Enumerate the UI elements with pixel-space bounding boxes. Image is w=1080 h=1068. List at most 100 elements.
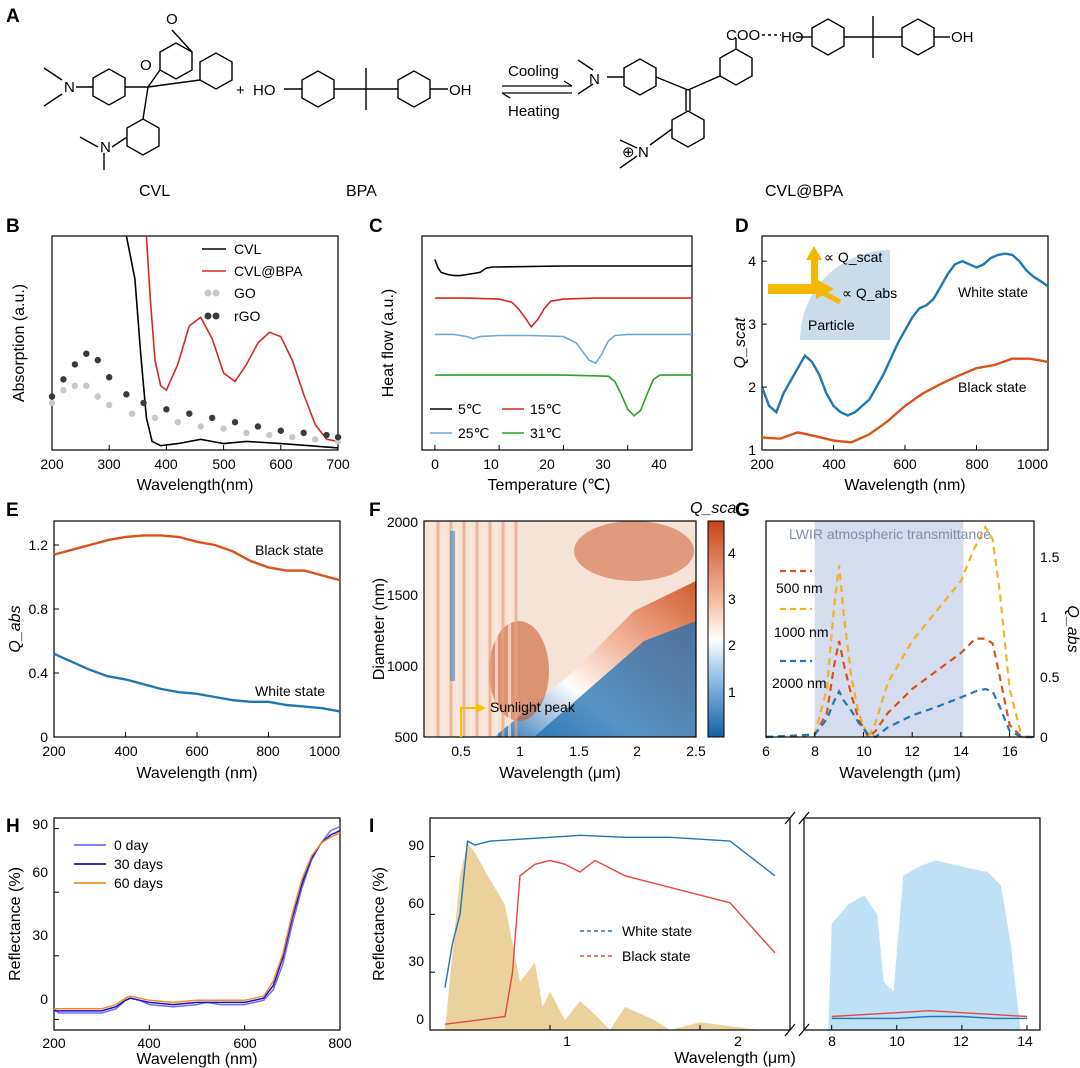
tick-g-1: 8: [811, 743, 819, 759]
legend-c-15: 15℃: [530, 401, 561, 417]
point-rgo: [186, 410, 193, 417]
legend-i: White state Black state: [580, 923, 692, 964]
heatmap-stripe: [456, 521, 459, 737]
point-rgo: [208, 414, 216, 422]
arrow-cooling: Cooling: [508, 63, 559, 80]
bpa-structure: [284, 68, 448, 110]
tick-h-0: 200: [42, 1035, 66, 1051]
legend-c-25: 25℃: [458, 425, 489, 441]
ytick-d-2: 3: [748, 316, 756, 332]
heatmap-stripe: [462, 521, 466, 737]
cvlbpa-ho: HO: [781, 29, 804, 46]
legend-g-500: 500 nm: [776, 580, 823, 596]
ylabel-g: Q_abs: [1064, 605, 1080, 652]
cbar-tick-2: 2: [728, 637, 736, 653]
point-rgo: [254, 423, 262, 430]
tick-c-3: 30: [595, 456, 611, 472]
point-go: [48, 399, 56, 407]
tick-c-4: 40: [651, 456, 667, 472]
heatmap-stripe: [443, 521, 446, 737]
point-go: [71, 382, 79, 389]
tick-f-3: 2: [633, 743, 641, 759]
legend-c: 5℃ 15℃ 25℃ 31℃: [430, 401, 561, 441]
name-cvlbpa: CVL@BPA: [765, 183, 844, 200]
ytick-d-3: 4: [748, 253, 756, 269]
cvlbpa-n1: N: [589, 71, 600, 88]
panel-e: E 200 400 600 800 1000 0 0.4 0.8 1.2 Wav…: [6, 500, 341, 782]
point-go: [151, 414, 159, 422]
ytick-f-2: 1500: [387, 587, 418, 603]
ytick-e-0: 0: [40, 729, 48, 745]
tick-c-1: 10: [483, 456, 499, 472]
label-black-e: Black state: [255, 542, 324, 558]
xlabel-i: Wavelength (μm): [674, 1050, 796, 1067]
sunlight-arrow: [460, 707, 478, 737]
point-rgo: [123, 391, 130, 398]
tick-g-4: 14: [953, 743, 969, 759]
point-rgo: [60, 376, 67, 383]
ytick-d-1: 2: [748, 379, 756, 395]
tick-e-2: 600: [185, 743, 209, 759]
tick-g-0: 6: [762, 743, 770, 759]
series-h-0: [53, 825, 341, 1014]
tick-d-0: 200: [750, 456, 774, 472]
heatmap-stripe: [508, 521, 511, 737]
ytick-g-0: 0: [1040, 729, 1048, 745]
ytick-g-3: 1.5: [1040, 549, 1060, 565]
series-c-0: [434, 259, 692, 277]
panel-i: I 1 2 8 10 12 14 0 30 60 90 Wavelength (…: [369, 808, 1041, 1067]
particle-shape: [800, 250, 890, 340]
name-cvl: CVL: [139, 183, 170, 200]
point-go: [311, 436, 319, 443]
ytick-g-2: 1: [1040, 609, 1048, 625]
tick-f-4: 2.5: [686, 743, 706, 759]
equilibrium-arrows: [501, 80, 573, 99]
legend-b-rgo: rGO: [234, 308, 261, 324]
ylabel-c: Heat flow (a.u.): [380, 289, 397, 397]
panel-label-d: D: [735, 216, 749, 237]
heatmap-stripe: [495, 521, 498, 737]
tick-g-5: 16: [1002, 743, 1018, 759]
bpa-oh: OH: [449, 82, 472, 99]
cvl-n2: N: [100, 139, 111, 156]
legend-h-0: 0 day: [114, 837, 148, 853]
tick-b-1: 300: [97, 456, 121, 472]
series-c-1: [434, 297, 692, 329]
tick-b-2: 400: [154, 456, 178, 472]
series-e-0: [53, 534, 341, 582]
legend-h-30: 30 days: [114, 856, 163, 872]
point-go: [266, 431, 273, 439]
cbar-tick-3: 3: [728, 591, 736, 607]
point-rgo: [323, 431, 330, 439]
plot-area-h: [53, 825, 341, 1030]
xlabel-f: Wavelength (μm): [499, 765, 621, 782]
series-d-1: [761, 357, 1049, 444]
legend-b: CVL CVL@BPA GO rGO: [202, 241, 303, 324]
series-g-2: [765, 687, 1034, 739]
point-go: [128, 410, 136, 417]
series-g-1: [765, 524, 1034, 740]
ytick-f-3: 2000: [387, 514, 418, 530]
plot-frame-h: [53, 817, 341, 1031]
incident-arrow: [768, 284, 816, 294]
ylabel-i: Reflectance (%): [371, 867, 388, 981]
plot-area-d: [760, 252, 1049, 451]
axis-break-gap: [791, 808, 803, 1038]
tick-i-10: 10: [889, 1033, 905, 1049]
ytick-f-1: 1000: [387, 658, 418, 674]
sunlight-label: Sunlight peak: [490, 699, 576, 715]
point-go: [106, 401, 113, 409]
ylabel-e: Q_abs: [7, 605, 24, 652]
tick-d-3: 800: [965, 456, 989, 472]
point-rgo: [106, 374, 113, 381]
plot-area-c: [434, 259, 693, 450]
legend-i-white: White state: [622, 923, 692, 939]
point-rgo: [140, 399, 147, 407]
ytick-i-1: 30: [408, 953, 424, 969]
inset-d: ∝ Q_scat ∝ Q_abs Particle: [768, 246, 897, 340]
cvlbpa-n2: N: [638, 144, 649, 161]
cbar-tick-4: 4: [728, 545, 736, 561]
panel-label-b: B: [6, 216, 20, 237]
tick-i-14: 14: [1017, 1033, 1033, 1049]
legend-h: 0 day 30 days 60 days: [74, 837, 163, 891]
